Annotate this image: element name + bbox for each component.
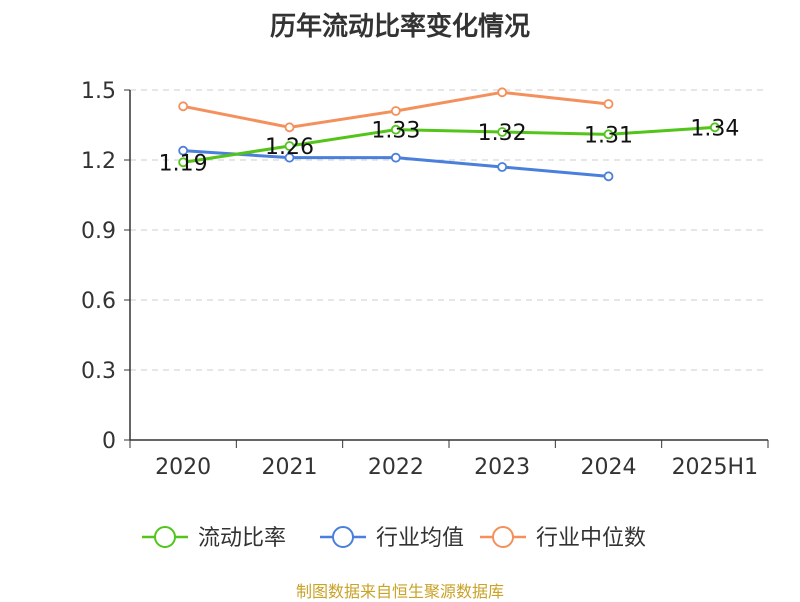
- chart-title: 历年流动比率变化情况: [269, 12, 530, 42]
- data-point: [284, 152, 295, 163]
- legend-item-1[interactable]: 行业均值: [320, 526, 464, 551]
- legend: 流动比率 行业均值 行业中位数: [142, 526, 646, 551]
- data-point: [603, 99, 614, 109]
- data-point: [390, 152, 401, 163]
- data-label: 1.31: [584, 123, 633, 148]
- legend-label: 流动比率: [198, 526, 286, 551]
- data-label: 1.32: [478, 121, 527, 146]
- data-label: 1.34: [690, 116, 739, 141]
- data-point: [390, 124, 401, 135]
- x-tick-label: 2024: [581, 455, 637, 480]
- series-line-0: [182, 125, 715, 164]
- y-tick-label: 1.2: [81, 149, 116, 174]
- x-tick-label: 2023: [474, 455, 530, 480]
- y-tick-label: 0.3: [81, 359, 116, 384]
- x-tick-label: 2025H1: [672, 455, 759, 480]
- legend-marker: [492, 526, 514, 548]
- source-note: 制图数据来自恒生聚源数据库: [295, 582, 504, 601]
- legend-item-0[interactable]: 流动比率: [142, 526, 286, 551]
- legend-marker: [154, 526, 176, 548]
- grid-lines: [130, 89, 768, 371]
- legend-marker: [332, 526, 354, 548]
- data-labels: 1.19 1.26 1.33 1.32 1.31 1.34: [159, 116, 740, 176]
- data-label: 1.33: [371, 119, 420, 144]
- data-point: [390, 106, 401, 116]
- y-tick-label: 0: [102, 429, 116, 454]
- data-point: [709, 122, 720, 133]
- axes: 0 0.3 0.6 0.9 1.2 1.5 2020 2021 2022 2023 2024 2025…: [81, 79, 769, 480]
- data-label: 1.19: [159, 151, 208, 176]
- data-point: [603, 129, 614, 140]
- data-point: [497, 162, 508, 172]
- data-point: [497, 87, 508, 98]
- data-point: [284, 141, 295, 151]
- data-point: [178, 157, 189, 168]
- data-point: [178, 101, 189, 112]
- y-tick-label: 0.9: [81, 219, 116, 244]
- legend-item-2[interactable]: 行业中位数: [480, 526, 646, 551]
- x-tick-label: 2020: [155, 455, 211, 480]
- legend-label: 行业中位数: [536, 526, 646, 551]
- legend-label: 行业均值: [376, 526, 464, 551]
- data-point: [284, 122, 295, 133]
- x-tick-label: 2022: [368, 455, 424, 480]
- y-tick-label: 0.6: [81, 289, 116, 314]
- data-point: [178, 145, 189, 156]
- y-tick-label: 1.5: [81, 79, 116, 104]
- data-point: [603, 171, 614, 182]
- data-point: [497, 127, 508, 137]
- data-label: 1.26: [265, 135, 314, 160]
- x-tick-label: 2021: [262, 455, 318, 480]
- series-lines: [178, 87, 720, 182]
